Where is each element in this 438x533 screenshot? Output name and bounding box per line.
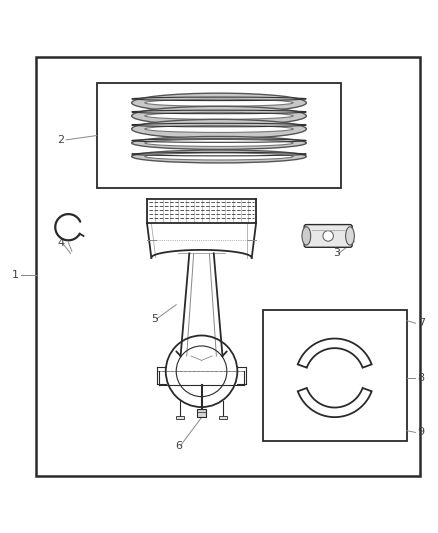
Text: 1: 1 — [12, 270, 18, 280]
Ellipse shape — [132, 119, 306, 139]
Bar — [176, 416, 184, 418]
Ellipse shape — [132, 106, 306, 125]
Text: 7: 7 — [418, 318, 425, 328]
Text: 3: 3 — [333, 248, 340, 259]
Bar — [219, 416, 227, 418]
Polygon shape — [298, 388, 371, 417]
Ellipse shape — [145, 112, 293, 119]
Text: 6: 6 — [175, 440, 182, 450]
Ellipse shape — [132, 136, 306, 149]
Circle shape — [323, 231, 333, 241]
Ellipse shape — [145, 153, 293, 160]
Text: 9: 9 — [418, 427, 425, 438]
Bar — [263, 310, 407, 441]
Text: 2: 2 — [57, 135, 64, 145]
Ellipse shape — [145, 125, 293, 133]
FancyBboxPatch shape — [304, 224, 352, 247]
Ellipse shape — [346, 227, 354, 245]
Ellipse shape — [302, 227, 311, 245]
Ellipse shape — [132, 150, 306, 163]
Text: 4: 4 — [57, 238, 64, 248]
Ellipse shape — [132, 93, 306, 112]
Ellipse shape — [145, 140, 293, 147]
Polygon shape — [298, 338, 371, 368]
Bar — [197, 409, 206, 417]
Bar — [97, 83, 341, 188]
Ellipse shape — [145, 99, 293, 106]
Text: 5: 5 — [151, 314, 158, 324]
Bar — [35, 57, 420, 476]
Text: 8: 8 — [418, 373, 425, 383]
